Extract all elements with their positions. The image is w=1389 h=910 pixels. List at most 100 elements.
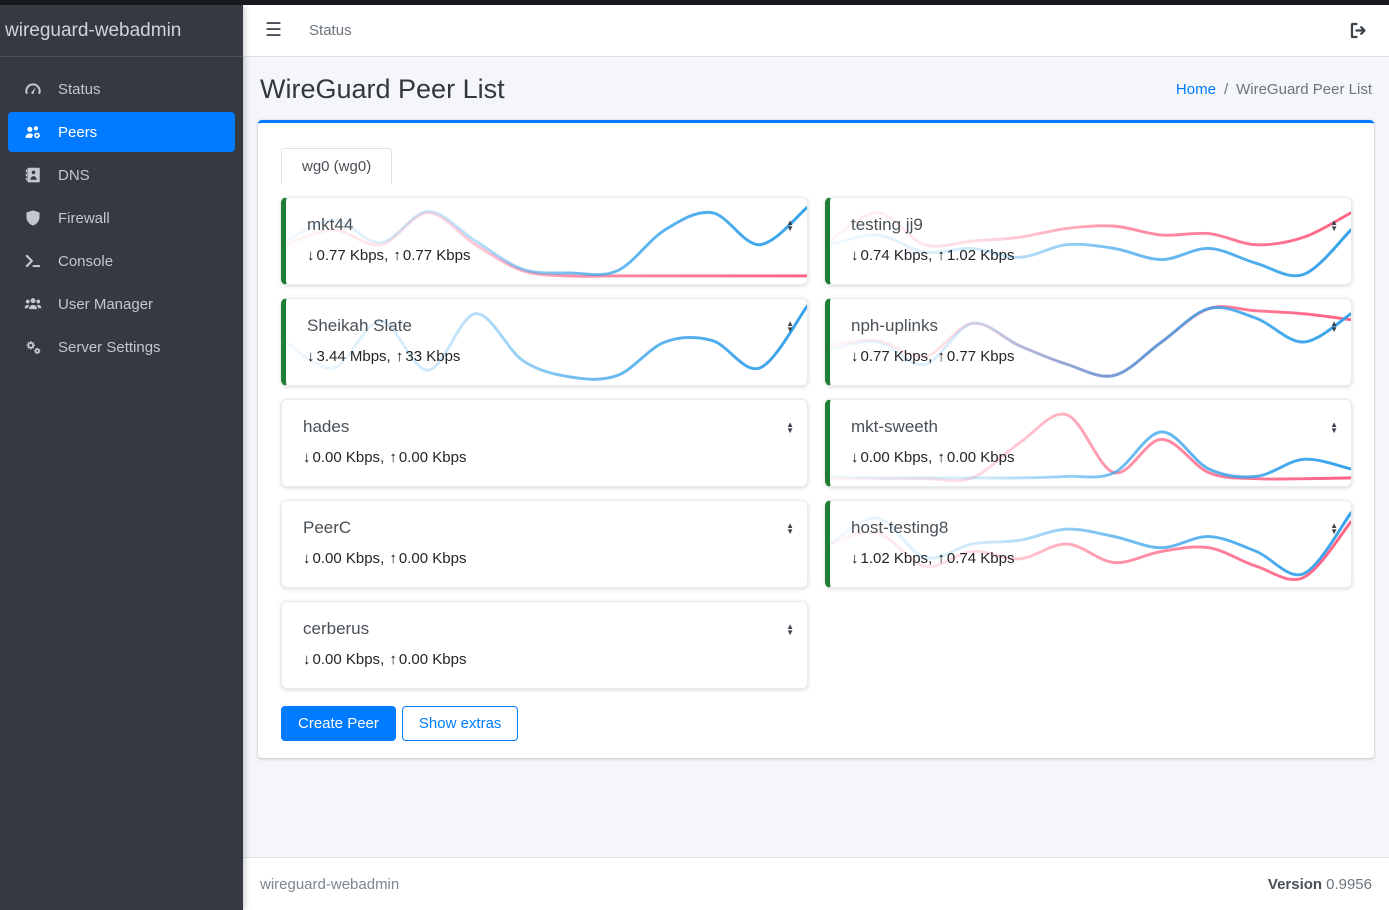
sidebar-item-firewall[interactable]: Firewall (8, 198, 235, 238)
peer-info: Sheikah Slate ↓ 3.44 Mbps, ↑ 33 Kbps (307, 316, 460, 365)
sidebar-item-label: DNS (58, 166, 90, 184)
sidebar-item-console[interactable]: Console (8, 241, 235, 281)
address-book-icon (16, 166, 50, 184)
peer-name: host-testing8 (851, 518, 949, 537)
sort-icon[interactable]: ▲ ▼ (1330, 218, 1338, 233)
sidebar-item-label: Status (58, 80, 101, 98)
traffic-sparkline (286, 206, 807, 278)
hamburger-menu-icon[interactable]: ☰ (265, 20, 283, 41)
peer-name: mkt44 (307, 215, 354, 234)
footer-version: Version 0.9956 (1268, 876, 1372, 893)
stats-separator: , (928, 348, 937, 365)
upload-arrow-icon: ↑ (393, 247, 401, 264)
page-title: WireGuard Peer List (260, 74, 505, 104)
sort-icon[interactable]: ▲ ▼ (1330, 319, 1338, 334)
download-arrow-icon: ↓ (307, 247, 315, 264)
brand[interactable]: wireguard-webadmin (0, 5, 243, 57)
breadcrumb-home-link[interactable]: Home (1175, 81, 1216, 98)
content-area: WireGuard Peer List Home / WireGuard Pee… (243, 57, 1389, 857)
breadcrumb-separator: / (1223, 81, 1229, 98)
peer-info: cerberus ↓ 0.00 Kbps, ↑ 0.00 Kbps (303, 619, 466, 668)
download-arrow-icon: ↓ (851, 550, 859, 567)
peer-stats: ↓ 0.00 Kbps, ↑ 0.00 Kbps (303, 651, 466, 668)
sort-icon[interactable]: ▲ ▼ (786, 622, 794, 637)
top-navbar: ☰ Status (243, 5, 1389, 57)
download-arrow-icon: ↓ (307, 348, 315, 365)
sidebar-item-server-settings[interactable]: Server Settings (8, 327, 235, 367)
peer-tx-rate: 0.77 Kbps (946, 348, 1015, 365)
peer-name: Sheikah Slate (307, 316, 412, 335)
peer-info: mkt44 ↓ 0.77 Kbps, ↑ 0.77 Kbps (307, 215, 470, 264)
peer-rx-rate: 0.00 Kbps (312, 651, 381, 668)
sort-icon[interactable]: ▲ ▼ (1330, 521, 1338, 536)
upload-arrow-icon: ↑ (389, 449, 397, 466)
peer-card-mkt44[interactable]: mkt44 ↓ 0.77 Kbps, ↑ 0.77 Kbps ▲ ▼ (281, 197, 808, 285)
peer-info: nph-uplinks ↓ 0.77 Kbps, ↑ 0.77 Kbps (851, 316, 1014, 365)
peer-card-testing-jj9[interactable]: testing jj9 ↓ 0.74 Kbps, ↑ 1.02 Kbps ▲ ▼ (825, 197, 1352, 285)
peer-info: host-testing8 ↓ 1.02 Kbps, ↑ 0.74 Kbps (851, 518, 1014, 567)
upload-arrow-icon: ↑ (937, 449, 945, 466)
peer-tx-rate: 33 Kbps (405, 348, 461, 365)
peer-column-right: testing jj9 ↓ 0.74 Kbps, ↑ 1.02 Kbps ▲ ▼ np… (825, 197, 1352, 689)
download-arrow-icon: ↓ (851, 449, 859, 466)
sidebar-item-label: Peers (58, 123, 98, 141)
peer-card-nph-uplinks[interactable]: nph-uplinks ↓ 0.77 Kbps, ↑ 0.77 Kbps ▲ ▼ (825, 298, 1352, 386)
peer-stats: ↓ 0.00 Kbps, ↑ 0.00 Kbps (303, 449, 466, 466)
create-peer-button[interactable]: Create Peer (281, 706, 396, 741)
peer-name: nph-uplinks (851, 316, 938, 335)
peer-stats: ↓ 3.44 Mbps, ↑ 33 Kbps (307, 348, 460, 365)
peer-rx-rate: 0.00 Kbps (312, 449, 381, 466)
navbar-status-link[interactable]: Status (309, 22, 352, 39)
sort-icon[interactable]: ▲ ▼ (786, 218, 794, 233)
peer-info: hades ↓ 0.00 Kbps, ↑ 0.00 Kbps (303, 417, 466, 466)
interface-tabs: wg0 (wg0) (281, 148, 1352, 184)
sidebar-item-status[interactable]: Status (8, 69, 235, 109)
peer-card-host-testing8[interactable]: host-testing8 ↓ 1.02 Kbps, ↑ 0.74 Kbps ▲ ▼ (825, 500, 1352, 588)
stats-separator: , (380, 651, 389, 668)
peer-stats: ↓ 1.02 Kbps, ↑ 0.74 Kbps (851, 550, 1014, 567)
peer-card-cerberus[interactable]: cerberus ↓ 0.00 Kbps, ↑ 0.00 Kbps ▲ ▼ (281, 601, 808, 689)
peer-tx-rate: 0.00 Kbps (398, 550, 467, 567)
sidebar-item-label: Console (58, 252, 114, 270)
footer-version-label: Version (1267, 875, 1323, 893)
peer-card-peerc[interactable]: PeerC ↓ 0.00 Kbps, ↑ 0.00 Kbps ▲ ▼ (281, 500, 808, 588)
peer-list-card: wg0 (wg0) mkt44 ↓ 0.77 Kbps, ↑ 0.77 Kbps ▲… (258, 120, 1374, 758)
footer-app-name: wireguard-webadmin (260, 875, 400, 893)
sort-icon[interactable]: ▲ ▼ (786, 521, 794, 536)
peer-card-hades[interactable]: hades ↓ 0.00 Kbps, ↑ 0.00 Kbps ▲ ▼ (281, 399, 808, 487)
peer-tx-rate: 0.00 Kbps (946, 449, 1015, 466)
peer-stats: ↓ 0.74 Kbps, ↑ 1.02 Kbps (851, 247, 1014, 264)
sidebar-item-user-manager[interactable]: User Manager (8, 284, 235, 324)
terminal-icon (16, 252, 50, 270)
peer-name: mkt-sweeth (851, 417, 938, 436)
download-arrow-icon: ↓ (851, 348, 859, 365)
peer-stats: ↓ 0.00 Kbps, ↑ 0.00 Kbps (303, 550, 466, 567)
stats-separator: , (380, 449, 389, 466)
card-actions: Create Peer Show extras (281, 706, 1352, 741)
peer-card-sheikah-slate[interactable]: Sheikah Slate ↓ 3.44 Mbps, ↑ 33 Kbps ▲ ▼ (281, 298, 808, 386)
stats-separator: , (384, 247, 393, 264)
sidebar-item-dns[interactable]: DNS (8, 155, 235, 195)
peer-name: cerberus (303, 619, 370, 638)
shield-icon (16, 209, 50, 227)
content-header: WireGuard Peer List Home / WireGuard Pee… (260, 74, 1372, 105)
peer-rx-rate: 1.02 Kbps (860, 550, 929, 567)
peer-name: hades (303, 417, 350, 436)
peer-stats: ↓ 0.77 Kbps, ↑ 0.77 Kbps (307, 247, 470, 264)
stats-separator: , (380, 550, 389, 567)
upload-arrow-icon: ↑ (389, 651, 397, 668)
peer-card-mkt-sweeth[interactable]: mkt-sweeth ↓ 0.00 Kbps, ↑ 0.00 Kbps ▲ ▼ (825, 399, 1352, 487)
upload-arrow-icon: ↑ (937, 247, 945, 264)
sidebar-item-peers[interactable]: Peers (8, 112, 235, 152)
tab-wg0[interactable]: wg0 (wg0) (281, 148, 393, 184)
sort-icon[interactable]: ▲ ▼ (1330, 420, 1338, 435)
logout-icon[interactable] (1349, 21, 1368, 40)
show-extras-button[interactable]: Show extras (401, 706, 519, 741)
sort-icon[interactable]: ▲ ▼ (786, 420, 794, 435)
peer-name: testing jj9 (851, 215, 923, 234)
stats-separator: , (386, 348, 395, 365)
stats-separator: , (928, 550, 937, 567)
peer-column-left: mkt44 ↓ 0.77 Kbps, ↑ 0.77 Kbps ▲ ▼ Sheikah … (281, 197, 808, 689)
sort-icon[interactable]: ▲ ▼ (786, 319, 794, 334)
traffic-sparkline (830, 412, 1351, 483)
